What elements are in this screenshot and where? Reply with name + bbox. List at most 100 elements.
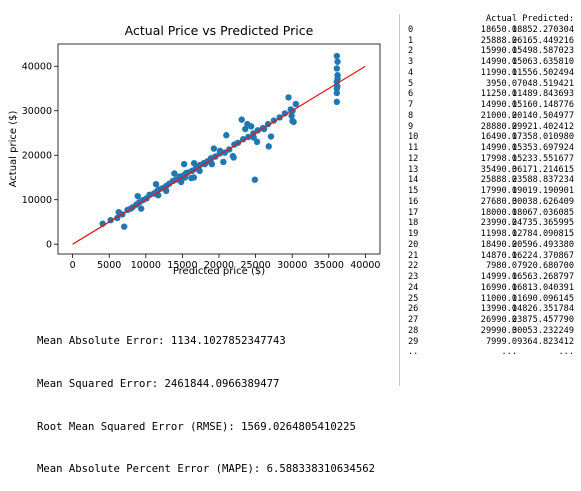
row-index: 26 [408,304,419,315]
scatter-point [190,160,198,167]
scatter-point [121,223,128,230]
predicted-value: 15160.148776 [511,100,574,110]
table-row: 25 11000.0 11690.096145 [399,294,577,305]
table-row: 10 16490.0 17358.010980 [399,132,577,143]
predictions-table: Actual Predicted: 0 18650.0 18852.270304 1 2… [399,14,577,386]
row-index: 9 [408,121,414,132]
row-index: 4 [408,67,414,78]
actual-value: 21000.0 [480,110,517,121]
scatter-point [334,75,341,82]
metrics-block: Mean Absolute Error: 1134.1027852347743 … [37,306,375,491]
scatter-point [333,85,341,92]
x-tick-label: 40000 [350,260,380,271]
table-row: 2 15990.0 15498.587023 [399,46,577,57]
actual-value: 23990.0 [480,218,517,229]
row-index: 13 [408,164,419,175]
row-index: 15 [408,186,419,196]
header-actual: Actual [485,14,517,24]
x-axis-ticks: 0 5000 10000 15000 20000 25000 30000 35000 40000 [70,254,380,271]
row-index: 2 [408,46,414,57]
scatter-point [292,100,300,108]
predicted-value: 20596.493380 [511,239,574,250]
row-index: 20 [408,239,419,250]
scatter-point [223,132,230,139]
predicted-value: 15498.587023 [511,46,574,57]
scatter-point [267,133,275,140]
predicted-value: 15063.635810 [511,57,574,67]
row-index: 28 [408,325,419,336]
table-row: 7 14990.0 15160.148776 [399,100,577,111]
table-row: 18 23990.0 24735.365995 [399,218,577,229]
row-index: 18 [408,218,419,229]
row-index: 17 [408,207,419,218]
predicted-value: 14826.351784 [511,304,574,315]
row-index: 12 [408,153,419,164]
actual-value: 13990.0 [480,304,517,315]
predicted-value: 23588.837234 [511,175,574,186]
predicted-value: 23875.457790 [511,315,574,325]
predicted-value: 20140.504977 [511,110,574,121]
row-index: 7 [408,100,414,110]
scatter-point [180,160,188,168]
predicted-value: 18067.036085 [511,207,574,218]
predicted-value: 15233.551677 [511,153,574,164]
scatter-point [333,98,341,106]
row-index: 29 [408,336,419,347]
scatter-point [171,170,178,177]
actual-value: 17998.0 [480,153,517,164]
table-row: 14 25888.0 23588.837234 [399,175,577,186]
predicted-value: 7048.519421 [517,78,574,89]
scatter-point [242,125,249,133]
row-index: 3 [408,57,414,67]
metric-mae: Mean Absolute Error: 1134.1027852347743 [37,335,286,348]
data-points [99,52,341,230]
actual-value: 18490.0 [480,239,517,250]
actual-value: 18000.0 [480,207,517,218]
scatter-point [177,178,185,186]
table-row: 4 11990.0 11556.502494 [399,68,577,79]
predicted-value: 26165.449216 [511,35,574,46]
table-row: 0 18650.0 18852.270304 [399,25,577,36]
actual-value: 29990.0 [480,325,517,336]
actual-value: 7980.0 [485,261,517,272]
reference-line [72,65,366,245]
y-tick-label: 20000 [22,151,52,162]
scatter-point [333,89,341,97]
actual-value: 16990.0 [480,282,517,293]
row-index: 14 [408,175,419,186]
table-row: 5 3950.0 7048.519421 [399,79,577,90]
scatter-point [134,192,141,200]
scatter-point [220,158,227,166]
predicted-value: 11489.843693 [511,89,574,100]
row-index: 8 [408,110,414,121]
metric-mape: Mean Absolute Percent Error (MAPE): 6.58… [37,463,376,476]
table-row: 27 26990.0 23875.457790 [399,315,577,326]
actual-value: 14990.0 [480,143,517,153]
actual-value: 16490.0 [480,132,517,143]
x-tick-label: 20000 [204,260,234,271]
table-row: 1 25888.0 26165.449216 [399,36,577,47]
x-tick-label: 25000 [240,260,270,271]
x-tick-label: 10000 [131,260,161,271]
row-index: 5 [408,78,414,89]
actual-value: 14990.0 [480,57,517,67]
row-index: 0 [408,24,414,35]
scatter-point [152,180,160,188]
table-row: 20 18490.0 20596.493380 [399,240,577,251]
predicted-value: 24735.365995 [511,218,574,229]
predicted-value: 15353.697924 [511,143,574,153]
row-index: 6 [408,89,414,100]
table-row: 9 28880.0 29921.402412 [399,122,577,133]
predicted-value: ... [558,347,574,358]
chart-title: Actual Price vs Predicted Price [125,23,314,38]
actual-value: 26990.0 [480,315,517,325]
scatter-point [288,112,295,119]
actual-value: 25888.0 [480,175,517,186]
table-row: 22 7980.0 7920.680700 [399,261,577,272]
scatter-point [333,65,341,72]
predicted-value: 16813.040391 [511,282,574,293]
actual-value: 7999.0 [485,336,517,347]
scatter-point [265,143,272,150]
actual-value: 27680.0 [480,196,517,207]
table-row: 17 18000.0 18067.036085 [399,208,577,219]
